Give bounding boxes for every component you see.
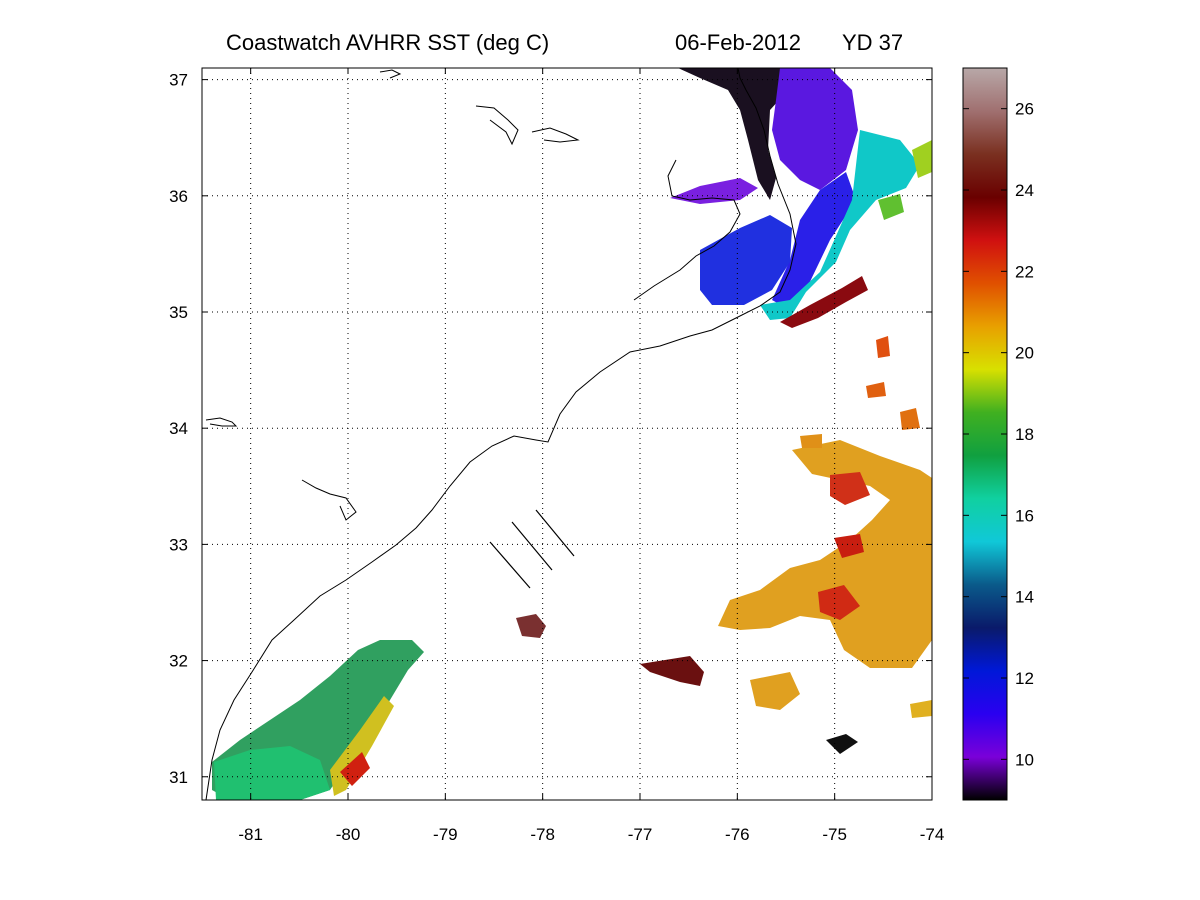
x-axis: -81 -80 -79 -78 -77 -76 -75 -74 xyxy=(238,68,944,844)
x-tick-label: -79 xyxy=(433,825,458,844)
colorbar-tick-label: 14 xyxy=(1015,588,1034,607)
colorbar-tick-label: 20 xyxy=(1015,344,1034,363)
colorbar: 26 24 22 20 18 16 14 12 10 xyxy=(962,67,1034,801)
map-panel: -81 -80 -79 -78 -77 -76 -75 -74 37 36 35 34 33 32 31 xyxy=(169,67,944,844)
sst-yellowgreen-patch xyxy=(912,140,932,178)
coastline-estuary-top xyxy=(379,69,402,79)
colorbar-tick-label: 26 xyxy=(1015,100,1034,119)
y-tick-label: 34 xyxy=(169,419,188,438)
x-tick-label: -78 xyxy=(530,825,555,844)
sst-albemarle-purple xyxy=(670,178,758,204)
y-tick-label: 36 xyxy=(169,187,188,206)
y-tick-label: 37 xyxy=(169,71,188,90)
y-tick-label: 33 xyxy=(169,535,188,554)
sst-orange-patch-ne xyxy=(900,408,920,430)
sst-data-layer xyxy=(212,68,932,800)
sst-red-patch-2 xyxy=(818,585,860,620)
title-product: Coastwatch AVHRR SST (deg C) xyxy=(226,30,549,55)
sst-green-patch-north xyxy=(878,194,904,220)
sst-hot-filament xyxy=(780,276,868,328)
sst-orange-patch-south xyxy=(750,672,800,710)
coastline-main xyxy=(205,67,797,801)
colorbar-gradient xyxy=(962,67,1008,801)
sst-red-edge-sw xyxy=(340,752,370,786)
survey-lines xyxy=(489,509,575,589)
y-tick-label: 32 xyxy=(169,652,188,671)
sst-orange-patch-southeast xyxy=(910,700,932,718)
colorbar-tick-label: 18 xyxy=(1015,425,1034,444)
x-tick-label: -81 xyxy=(238,825,263,844)
sst-red-patch-3 xyxy=(834,534,864,558)
coastline-estuary-n xyxy=(475,105,519,146)
x-tick-label: -77 xyxy=(628,825,653,844)
sst-orange-patch-mid xyxy=(800,434,822,448)
sst-cold-black xyxy=(678,68,790,200)
coastline-estuary-n2 xyxy=(531,127,580,143)
colorbar-tick-label: 22 xyxy=(1015,262,1034,281)
x-tick-label: -75 xyxy=(822,825,847,844)
sst-darkred-patch-south xyxy=(640,656,704,686)
colorbar-tick-label: 12 xyxy=(1015,669,1034,688)
x-tick-label: -80 xyxy=(336,825,361,844)
colorbar-tick-label: 24 xyxy=(1015,181,1034,200)
sst-red-patch-1 xyxy=(830,472,870,505)
colorbar-tick-label: 10 xyxy=(1015,750,1034,769)
sst-black-patch-south xyxy=(826,734,858,754)
x-tick-label: -76 xyxy=(725,825,750,844)
coastline-estuary-sw xyxy=(301,479,357,521)
x-tick-label: -74 xyxy=(920,825,945,844)
coastline-estuary-w xyxy=(205,417,238,427)
map-frame xyxy=(201,67,933,801)
sst-warm-patch-1 xyxy=(718,440,932,668)
sst-cold-purple xyxy=(772,68,858,190)
y-axis: 37 36 35 34 33 32 31 xyxy=(169,71,932,787)
sst-orange-patch-ne2 xyxy=(866,382,886,398)
sst-cyan-edge xyxy=(760,130,920,320)
sst-cold-blue xyxy=(772,172,856,310)
sst-maroon-patch-shelf xyxy=(516,614,546,638)
title-yearday: YD 37 xyxy=(842,30,903,55)
y-tick-label: 35 xyxy=(169,303,188,322)
y-tick-label: 31 xyxy=(169,768,188,787)
colorbar-tick-label: 16 xyxy=(1015,506,1034,525)
sst-lightgreen-shelf-sw xyxy=(214,746,330,800)
colorbar-ticks: 26 24 22 20 18 16 14 12 10 xyxy=(963,100,1034,769)
sst-orange-dot-ne xyxy=(876,336,890,358)
title-date: 06-Feb-2012 xyxy=(675,30,801,55)
